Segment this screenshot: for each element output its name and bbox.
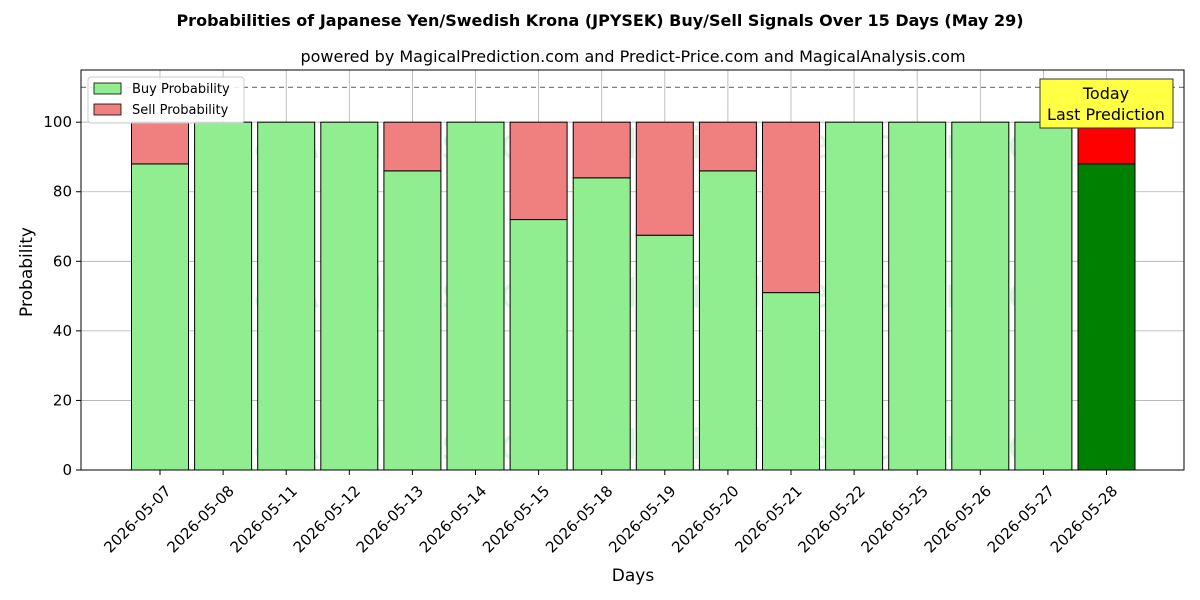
plot-frame: [80, 69, 1185, 471]
y-tick-label: 80: [53, 183, 72, 201]
legend-sell-label: Sell Probability: [132, 103, 229, 118]
bar-buy: [131, 163, 189, 471]
x-tick-label: 2026-05-20: [668, 482, 742, 556]
bar-buy: [383, 170, 442, 471]
bar-buy: [509, 219, 568, 471]
y-tick-label: 60: [53, 252, 72, 270]
x-tick-label: 2026-05-25: [858, 482, 932, 556]
bar-sell: [698, 121, 757, 172]
x-tick-label: 2026-05-27: [984, 482, 1058, 556]
bar-buy: [1014, 121, 1073, 471]
bar-sell: [383, 121, 442, 172]
bar-buy: [762, 292, 820, 471]
y-tick-label: 0: [62, 461, 72, 479]
legend-box: [87, 76, 245, 124]
x-axis-ticks: 2026-05-072026-05-082026-05-112026-05-12…: [100, 470, 1121, 556]
bar-buy: [635, 234, 694, 471]
annotation-line2: Last Prediction: [1047, 105, 1165, 124]
y-axis-ticks: 0 20 40 60 80 100: [43, 113, 81, 479]
annotation-box: [1039, 78, 1174, 129]
annotation-line1: Today: [1082, 84, 1129, 103]
bar-buy: [446, 121, 505, 471]
bar-sell: [635, 121, 694, 236]
x-tick-label: 2026-05-18: [542, 482, 616, 556]
x-tick-label: 2026-05-08: [163, 482, 237, 556]
bar-sell: [762, 121, 820, 294]
x-tick-label: 2026-05-21: [731, 482, 805, 556]
bar-buy: [1077, 163, 1136, 471]
x-axis-label: Days: [612, 566, 655, 586]
y-axis-label: Probability: [17, 227, 37, 317]
bar-buy: [572, 177, 631, 471]
x-tick-label: 2026-05-07: [100, 482, 174, 556]
bar-sell: [509, 121, 568, 221]
x-tick-label: 2026-05-14: [416, 482, 490, 556]
x-tick-label: 2026-05-12: [290, 482, 364, 556]
bar-buy: [698, 170, 757, 471]
x-tick-label: 2026-05-15: [479, 482, 553, 556]
bar-sell: [131, 121, 189, 165]
bar-buy: [825, 121, 884, 471]
x-tick-label: 2026-05-19: [605, 482, 679, 556]
legend-buy-swatch: [93, 82, 122, 95]
y-tick-label: 100: [43, 113, 72, 131]
bar-buy: [194, 121, 253, 471]
y-tick-label: 40: [53, 322, 72, 340]
bar-buy: [257, 121, 316, 471]
bar-buy: [320, 121, 379, 471]
bar-sell: [572, 121, 631, 179]
legend-sell-swatch: [93, 103, 122, 116]
x-tick-label: 2026-05-26: [921, 482, 995, 556]
bars: [131, 121, 1136, 471]
chart-subtitle: powered by MagicalPrediction.com and Pre…: [300, 47, 965, 66]
x-tick-label: 2026-05-11: [227, 482, 301, 556]
chart-title: Probabilities of Japanese Yen/Swedish Kr…: [176, 11, 1023, 30]
x-tick-label: 2026-05-22: [794, 482, 868, 556]
legend-buy-label: Buy Probability: [132, 82, 230, 97]
x-tick-label: 2026-05-28: [1047, 482, 1121, 556]
legend: Buy Probability Sell Probability: [87, 76, 245, 124]
today-annotation: Today Last Prediction: [1039, 78, 1174, 129]
x-tick-label: 2026-05-13: [353, 482, 427, 556]
bar-buy: [951, 121, 1010, 471]
y-tick-label: 20: [53, 391, 72, 409]
bar-buy: [888, 121, 947, 471]
